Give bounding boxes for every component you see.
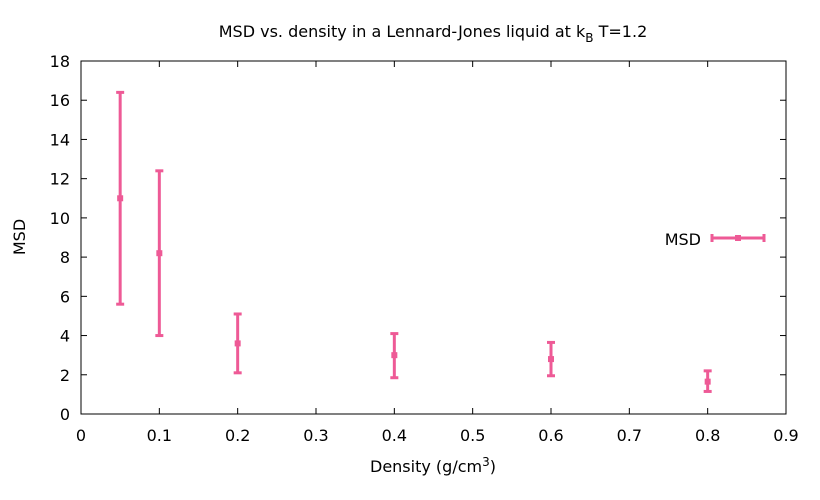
legend-sample-msd [712, 234, 764, 242]
point-marker [117, 195, 123, 201]
x-tick-label: 0.4 [382, 426, 407, 445]
point-marker [235, 340, 241, 346]
y-tick-label: 4 [60, 327, 70, 346]
legend-marker [735, 235, 741, 241]
data-point [234, 314, 242, 373]
x-tick-label: 0.9 [773, 426, 798, 445]
y-tick-label: 2 [60, 366, 70, 385]
point-marker [548, 356, 554, 362]
x-tick-label: 0.2 [225, 426, 250, 445]
y-axis-label: MSD [10, 219, 29, 255]
data-point [155, 171, 163, 336]
data-point [704, 371, 712, 392]
data-point [116, 92, 124, 304]
y-tick-label: 12 [50, 170, 70, 189]
x-tick-label: 0.8 [695, 426, 720, 445]
chart-title: MSD vs. density in a Lennard-Jones liqui… [219, 22, 648, 45]
x-tick-label: 0.7 [617, 426, 642, 445]
x-tick-label: 0.6 [538, 426, 563, 445]
y-tick-label: 6 [60, 287, 70, 306]
data-point [390, 334, 398, 378]
point-marker [705, 379, 711, 385]
legend-label-msd: MSD [665, 230, 701, 249]
y-tick-label: 14 [50, 130, 70, 149]
point-marker [391, 352, 397, 358]
series-layer [116, 92, 712, 391]
legend: MSD [665, 230, 764, 249]
y-tick-label: 0 [60, 405, 70, 424]
x-tick-label: 0 [76, 426, 86, 445]
x-tick-label: 0.5 [460, 426, 485, 445]
y-tick-label: 16 [50, 91, 70, 110]
x-tick-label: 0.1 [147, 426, 172, 445]
x-axis-label: Density (g/cm3) [370, 455, 496, 476]
y-tick-label: 10 [50, 209, 70, 228]
point-marker [156, 250, 162, 256]
data-point [547, 342, 555, 375]
y-tick-label: 8 [60, 248, 70, 267]
x-tick-label: 0.3 [303, 426, 328, 445]
y-tick-label: 18 [50, 52, 70, 71]
